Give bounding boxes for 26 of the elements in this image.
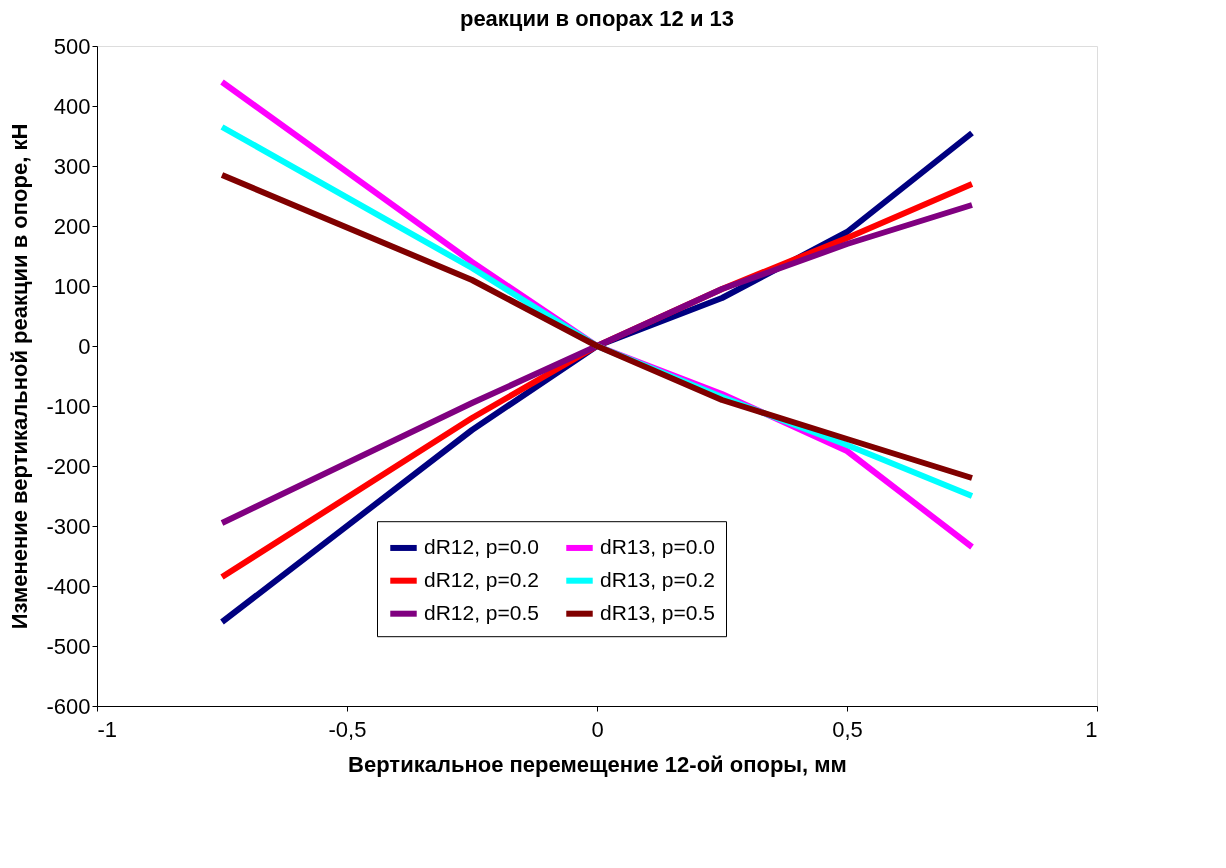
y-tick-label: 0 [78,333,91,359]
chart-title: реакции в опорах 12 и 13 [459,6,735,31]
y-tick-label: -300 [46,513,91,539]
x-tick-label: -1 [97,716,118,742]
y-tick-label: 500 [53,33,91,59]
y-tick-label: -100 [46,393,91,419]
y-tick-label: -400 [46,573,91,599]
y-tick-label: 400 [53,93,91,119]
y-tick-label: -600 [46,693,91,719]
x-tick-label: 0 [591,716,604,742]
x-tick-label: 1 [1085,716,1098,742]
x-tick-label: 0,5 [832,716,863,742]
legend-label: dR12, p=0.2 [424,567,540,591]
legend-label: dR12, p=0.5 [424,600,540,624]
legend-label: dR13, p=0.0 [600,534,716,558]
y-tick-label: 300 [53,153,91,179]
legend-label: dR13, p=0.2 [600,567,716,591]
x-axis-title: Вертикальное перемещение 12-ой опоры, мм [348,751,847,777]
legend-label: dR13, p=0.5 [600,600,716,624]
x-tick-label: -0,5 [328,716,367,742]
y-tick-label: 200 [53,213,91,239]
legend-label: dR12, p=0.0 [424,534,540,558]
y-tick-label: -200 [46,453,91,479]
y-tick-label: 100 [53,273,91,299]
y-tick-label: -500 [46,633,91,659]
y-axis-title: Изменение вертикальной реакции в опоре, кН [7,123,33,630]
